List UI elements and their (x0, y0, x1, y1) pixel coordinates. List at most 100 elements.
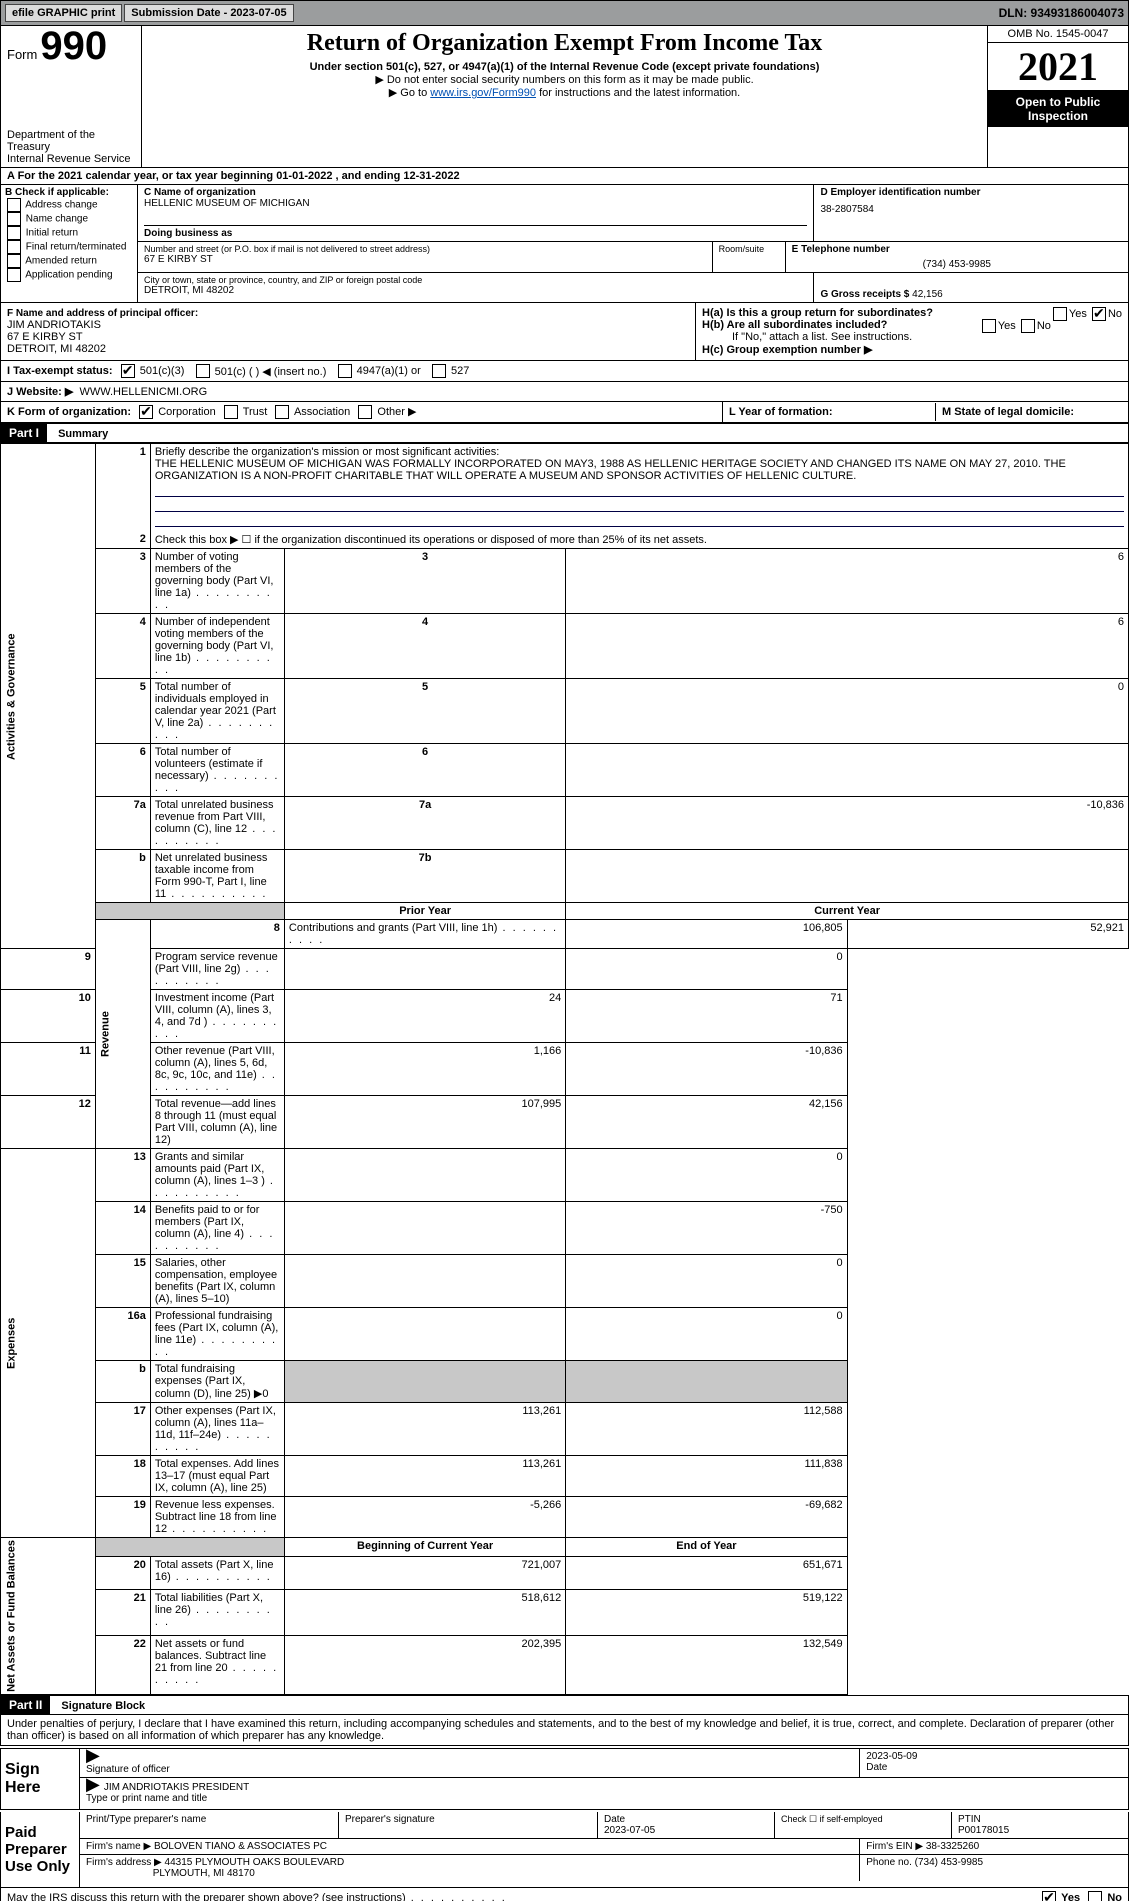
chk-amended[interactable]: Amended return (5, 254, 133, 268)
ag-desc: Total number of volunteers (estimate if … (150, 744, 284, 797)
na-n: 21 (95, 1589, 150, 1635)
ein-value: 38-2807584 (820, 198, 1122, 215)
na-c: 651,671 (566, 1557, 847, 1589)
discuss-text: May the IRS discuss this return with the… (7, 1892, 507, 1901)
sign-here-label: Sign Here (1, 1749, 80, 1809)
line2: Check this box ▶ ☐ if the organization d… (150, 531, 1128, 549)
officer-addr2: DETROIT, MI 48202 (7, 343, 106, 355)
chk-address[interactable]: Address change (5, 198, 133, 212)
phone-value: (734) 453-9985 (792, 255, 1122, 270)
ag-desc: Total number of individuals employed in … (150, 679, 284, 744)
opt-other: Other ▶ (377, 406, 416, 418)
chk-discuss-yes[interactable] (1042, 1891, 1056, 1901)
exp-c: 112,588 (566, 1403, 847, 1456)
exp-d: Total expenses. Add lines 13–17 (must eq… (150, 1456, 284, 1497)
sub3-pre: ▶ Go to (389, 87, 430, 99)
side-expenses: Expenses (1, 1149, 96, 1538)
tax-year: 2021 (988, 43, 1128, 91)
exp-n: 15 (95, 1255, 150, 1308)
chk-527[interactable] (432, 364, 446, 378)
irs-link[interactable]: www.irs.gov/Form990 (430, 87, 536, 99)
dept-row: Department of the Treasury Internal Reve… (0, 127, 1129, 168)
chk-4947[interactable] (338, 364, 352, 378)
exp-n: 13 (95, 1149, 150, 1202)
street-value: 67 E KIRBY ST (144, 254, 706, 265)
ag-desc: Total unrelated business revenue from Pa… (150, 797, 284, 850)
part-ii-title: Signature Block (53, 1700, 145, 1712)
side-activities: Activities & Governance (1, 444, 96, 949)
firm-addr-lbl: Firm's address ▶ (86, 1857, 162, 1868)
ag-box: 7b (284, 850, 565, 903)
form-header: Form 990 Return of Organization Exempt F… (0, 26, 1129, 127)
dept-treasury: Department of the Treasury Internal Reve… (1, 127, 142, 167)
side-revenue: Revenue (95, 920, 150, 1149)
f-label: F Name and address of principal officer: (7, 308, 198, 319)
dba-label: Doing business as (144, 228, 232, 239)
prep-sig-lbl: Preparer's signature (345, 1814, 435, 1825)
chk-trust[interactable] (224, 405, 238, 419)
chk-501c3[interactable] (121, 364, 135, 378)
prep-date: 2023-07-05 (604, 1825, 655, 1836)
exp-d: Other expenses (Part IX, column (A), lin… (150, 1403, 284, 1456)
chk-501c[interactable] (196, 364, 210, 378)
chk-initial[interactable]: Initial return (5, 226, 133, 240)
opt-assoc: Association (294, 406, 350, 418)
officer-name: JIM ANDRIOTAKIS (7, 319, 101, 331)
arrow-icon: ▶ (86, 1745, 104, 1765)
form-word: Form (7, 47, 37, 62)
ag-box: 3 (284, 549, 565, 614)
open-to-public: Open to Public Inspection (988, 91, 1128, 127)
ag-val (566, 744, 1129, 797)
rev-p: 107,995 (284, 1096, 565, 1149)
exp-c-shade (566, 1361, 847, 1403)
rev-c: 52,921 (847, 920, 1128, 949)
exp-c: -69,682 (566, 1497, 847, 1538)
exp-d: Total fundraising expenses (Part IX, col… (150, 1361, 284, 1403)
check-self: Check ☐ if self-employed (781, 1814, 883, 1824)
submission-date-btn[interactable]: Submission Date - 2023-07-05 (124, 4, 293, 22)
rev-c: -10,836 (566, 1043, 847, 1096)
exp-n: b (95, 1361, 150, 1403)
mission-text: THE HELLENIC MUSEUM OF MICHIGAN WAS FORM… (155, 458, 1066, 482)
exp-c: 111,838 (566, 1456, 847, 1497)
rev-n: 11 (1, 1043, 96, 1096)
col-end: End of Year (566, 1538, 847, 1557)
header-right: OMB No. 1545-0047 2021 Open to Public In… (987, 26, 1128, 127)
chk-assoc[interactable] (275, 405, 289, 419)
chk-pending[interactable]: Application pending (5, 268, 133, 282)
chk-name[interactable]: Name change (5, 212, 133, 226)
chk-corp[interactable] (139, 405, 153, 419)
chk-lbl: Name change (26, 214, 88, 225)
na-d: Net assets or fund balances. Subtract li… (150, 1635, 284, 1694)
exp-d: Benefits paid to or for members (Part IX… (150, 1202, 284, 1255)
firm-ein: 38-3325260 (926, 1841, 979, 1852)
ag-val (566, 850, 1129, 903)
street-label: Number and street (or P.O. box if mail i… (144, 244, 706, 254)
yes-lbl: Yes (1061, 1892, 1080, 1901)
rev-n: 9 (1, 949, 96, 990)
chk-final[interactable]: Final return/terminated (5, 240, 133, 254)
na-n: 22 (95, 1635, 150, 1694)
col-prior: Prior Year (284, 903, 565, 920)
chk-other[interactable] (358, 405, 372, 419)
part-i-title: Summary (50, 428, 108, 440)
c-name-label: C Name of organization (144, 187, 807, 198)
chk-discuss-no[interactable] (1088, 1891, 1102, 1901)
rev-n: 10 (1, 990, 96, 1043)
rev-d: Total revenue—add lines 8 through 11 (mu… (150, 1096, 284, 1149)
room-label: Room/suite (719, 244, 779, 254)
ag-desc: Number of independent voting members of … (150, 614, 284, 679)
paid-preparer-section: Paid Preparer Use Only Print/Type prepar… (0, 1812, 1129, 1888)
row-i: I Tax-exempt status: 501(c)(3) 501(c) ( … (0, 361, 1129, 382)
firm-ein-lbl: Firm's EIN ▶ (866, 1841, 923, 1852)
part-ii-header: Part II Signature Block (0, 1695, 1129, 1715)
type-name-label: Type or print name and title (86, 1793, 207, 1804)
col-begin: Beginning of Current Year (284, 1538, 565, 1557)
rev-c: 71 (566, 990, 847, 1043)
j-label: J Website: ▶ (7, 385, 73, 398)
rev-n: 12 (1, 1096, 96, 1149)
na-p: 721,007 (284, 1557, 565, 1589)
sub3-post: for instructions and the latest informat… (536, 87, 740, 99)
linenum-b: b (95, 850, 150, 903)
exp-p: -5,266 (284, 1497, 565, 1538)
